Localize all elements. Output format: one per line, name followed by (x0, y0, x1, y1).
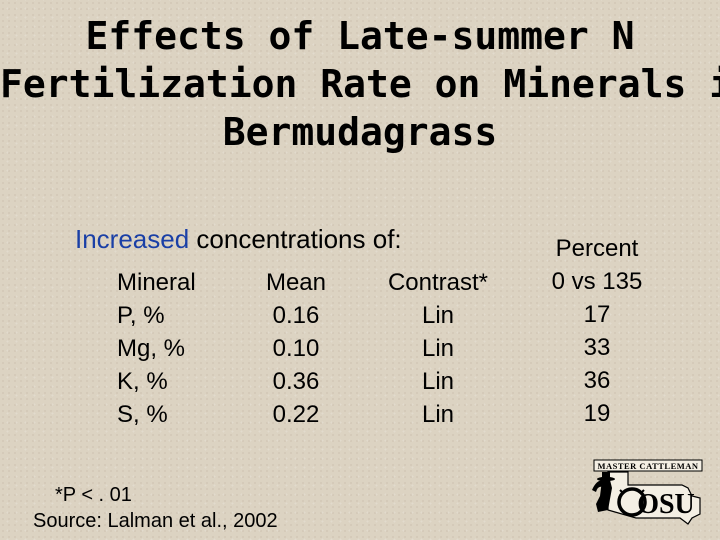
header-mean: Mean (265, 269, 327, 296)
title-line-2: Fertilization Rate on Minerals in (0, 62, 720, 106)
cell-contrast: Lin (421, 368, 455, 395)
cell-percent: 17 (583, 301, 611, 328)
cell-percent: 19 (583, 400, 611, 427)
subheading-highlight: Increased (75, 224, 190, 254)
cell-mineral: K, % (117, 368, 168, 395)
cell-contrast: Lin (421, 335, 455, 362)
subheading-rest: concentrations of: (189, 224, 402, 254)
subheading: Increased concentrations of: (75, 224, 402, 255)
column-percent: Percent 0 vs 135 17 33 36 19 (532, 232, 662, 430)
cell-mean: 0.10 (272, 335, 320, 362)
cell-percent: 36 (583, 367, 611, 394)
slide-title: Effects of Late-summer N Fertilization R… (0, 12, 720, 156)
header-percent-line2: 0 vs 135 (551, 268, 643, 295)
title-line-3: Bermudagrass (222, 110, 498, 154)
cell-mean: 0.16 (272, 302, 320, 329)
cell-mean: 0.22 (272, 401, 320, 428)
logo-banner-text: MASTER CATTLEMAN (597, 461, 698, 471)
cell-contrast: Lin (421, 302, 455, 329)
column-mineral: Mineral P, % Mg, % K, % S, % (117, 266, 196, 431)
cowboy-steer-logo-icon: MASTER CATTLEMAN OSU (592, 459, 703, 525)
cell-contrast: Lin (421, 401, 455, 428)
cell-percent: 33 (583, 334, 611, 361)
cell-mineral: S, % (117, 401, 168, 428)
header-contrast: Contrast* (387, 269, 489, 296)
cell-mean: 0.36 (272, 368, 320, 395)
column-contrast: Contrast* Lin Lin Lin Lin (372, 266, 504, 431)
column-mean: Mean 0.16 0.10 0.36 0.22 (248, 266, 344, 431)
footnote: *P < . 01 (55, 484, 132, 506)
master-cattleman-osu-logo: MASTER CATTLEMAN OSU (588, 458, 706, 528)
header-percent-line1: Percent (555, 235, 639, 262)
source-citation: Source: Lalman et al., 2002 (33, 510, 278, 532)
logo-osu-text: OSU (637, 489, 695, 520)
cell-mineral: Mg, % (117, 335, 186, 362)
cell-mineral: P, % (117, 302, 165, 329)
title-line-1: Effects of Late-summer N (85, 14, 635, 58)
header-mineral: Mineral (117, 269, 196, 296)
